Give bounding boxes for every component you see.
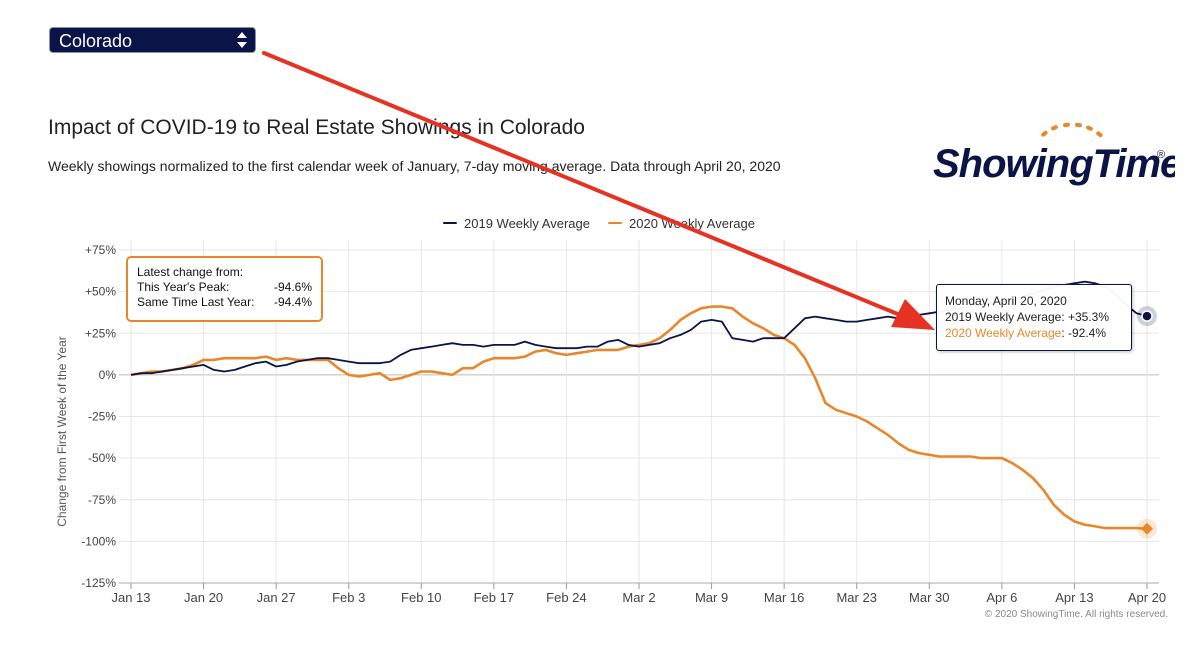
marker-point-2019: [1141, 310, 1153, 322]
logo-trademark: ®: [1157, 149, 1165, 161]
info-value-last-year: -94.4%: [273, 295, 312, 309]
legend-label-2019: 2019 Weekly Average: [464, 215, 590, 231]
x-tick-label: Jan 27: [257, 590, 296, 605]
x-tick-label: Jan 20: [184, 590, 223, 605]
showingtime-logo: ShowingTime ®: [933, 122, 1175, 186]
info-row-peak: This Year's Peak: -94.6%: [137, 280, 312, 295]
tooltip-row-2019: 2019 Weekly Average: +35.3%: [945, 310, 1110, 324]
y-tick-label: -125%: [81, 576, 116, 590]
x-tick-label: Feb 17: [474, 590, 514, 605]
x-tick-label: Mar 23: [836, 590, 876, 605]
red-annotation-arrow-line: [262, 51, 902, 317]
info-row-last-year: Same Time Last Year: -94.4%: [137, 295, 312, 310]
info-value-peak: -94.6%: [273, 280, 312, 294]
chart-tooltip: Monday, April 20, 2020 2019 Weekly Avera…: [936, 284, 1132, 351]
x-tick-label: Feb 10: [401, 590, 441, 605]
chart-markers: [1137, 306, 1157, 539]
tooltip-label-2019: 2019 Weekly Average: [945, 310, 1062, 324]
y-tick-label: +75%: [85, 243, 116, 257]
annotation-arrow: [262, 51, 935, 330]
tooltip-value-2019: +35.3%: [1067, 310, 1110, 324]
series-line-2020: [130, 305, 1148, 530]
page-title: Impact of COVID-19 to Real Estate Showin…: [48, 116, 585, 139]
tooltip-row-2020: 2020 Weekly Average: -92.4%: [945, 326, 1107, 340]
chart-legend: 2019 Weekly Average 2020 Weekly Average: [443, 213, 755, 233]
latest-change-box: Latest change from: This Year's Peak: -9…: [126, 256, 323, 322]
x-tick-label: Feb 24: [546, 590, 586, 605]
y-tick-label: 0%: [99, 368, 117, 382]
y-tick-label: +25%: [85, 326, 116, 340]
select-arrows-icon: [237, 32, 247, 48]
legend-item-2020[interactable]: 2020 Weekly Average: [608, 216, 755, 231]
x-tick-label: Apr 6: [986, 590, 1017, 605]
legend-swatch-2019: [443, 222, 457, 224]
tooltip-label-2020: 2020 Weekly Average: [945, 326, 1062, 340]
logo-wordmark: ShowingTime: [933, 142, 1175, 186]
y-tick-label: -25%: [88, 410, 116, 424]
legend-swatch-2020: [608, 222, 622, 224]
copyright-text: © 2020 ShowingTime. All rights reserved.: [984, 609, 1168, 620]
page-subtitle: Weekly showings normalized to the first …: [48, 158, 781, 174]
info-label-peak: This Year's Peak:: [137, 280, 230, 294]
x-tick-label: Mar 16: [764, 590, 804, 605]
x-tick-label: Jan 13: [111, 590, 150, 605]
y-tick-label: -100%: [81, 534, 116, 548]
state-select[interactable]: Colorado: [49, 27, 256, 53]
legend-item-2019[interactable]: 2019 Weekly Average: [443, 216, 590, 231]
y-axis-title: Change from First Week of the Year: [55, 336, 69, 527]
x-tick-label: Mar 2: [622, 590, 655, 605]
x-tick-label: Apr 20: [1128, 590, 1166, 605]
tooltip-value-2020: -92.4%: [1067, 326, 1107, 340]
info-label-last-year: Same Time Last Year:: [137, 295, 255, 309]
y-tick-label: -75%: [88, 493, 116, 507]
tooltip-date: Monday, April 20, 2020: [945, 294, 1067, 308]
x-tick-label: Feb 3: [332, 590, 365, 605]
y-tick-label: -50%: [88, 451, 116, 465]
state-select-value: Colorado: [59, 31, 133, 51]
latest-change-heading: Latest change from:: [137, 265, 244, 279]
x-tick-label: Apr 13: [1055, 590, 1093, 605]
chart-axes: +75%+50%+25%0%-25%-50%-75%-100%-125%Jan …: [55, 243, 1166, 605]
y-tick-label: +50%: [85, 285, 116, 299]
x-tick-label: Mar 30: [909, 590, 949, 605]
legend-label-2020: 2020 Weekly Average: [629, 215, 755, 231]
marker-point-2020: [1141, 522, 1153, 535]
x-tick-label: Mar 9: [695, 590, 728, 605]
red-arrowhead-icon: [891, 299, 935, 330]
logo-arc-icon: [1041, 122, 1103, 138]
